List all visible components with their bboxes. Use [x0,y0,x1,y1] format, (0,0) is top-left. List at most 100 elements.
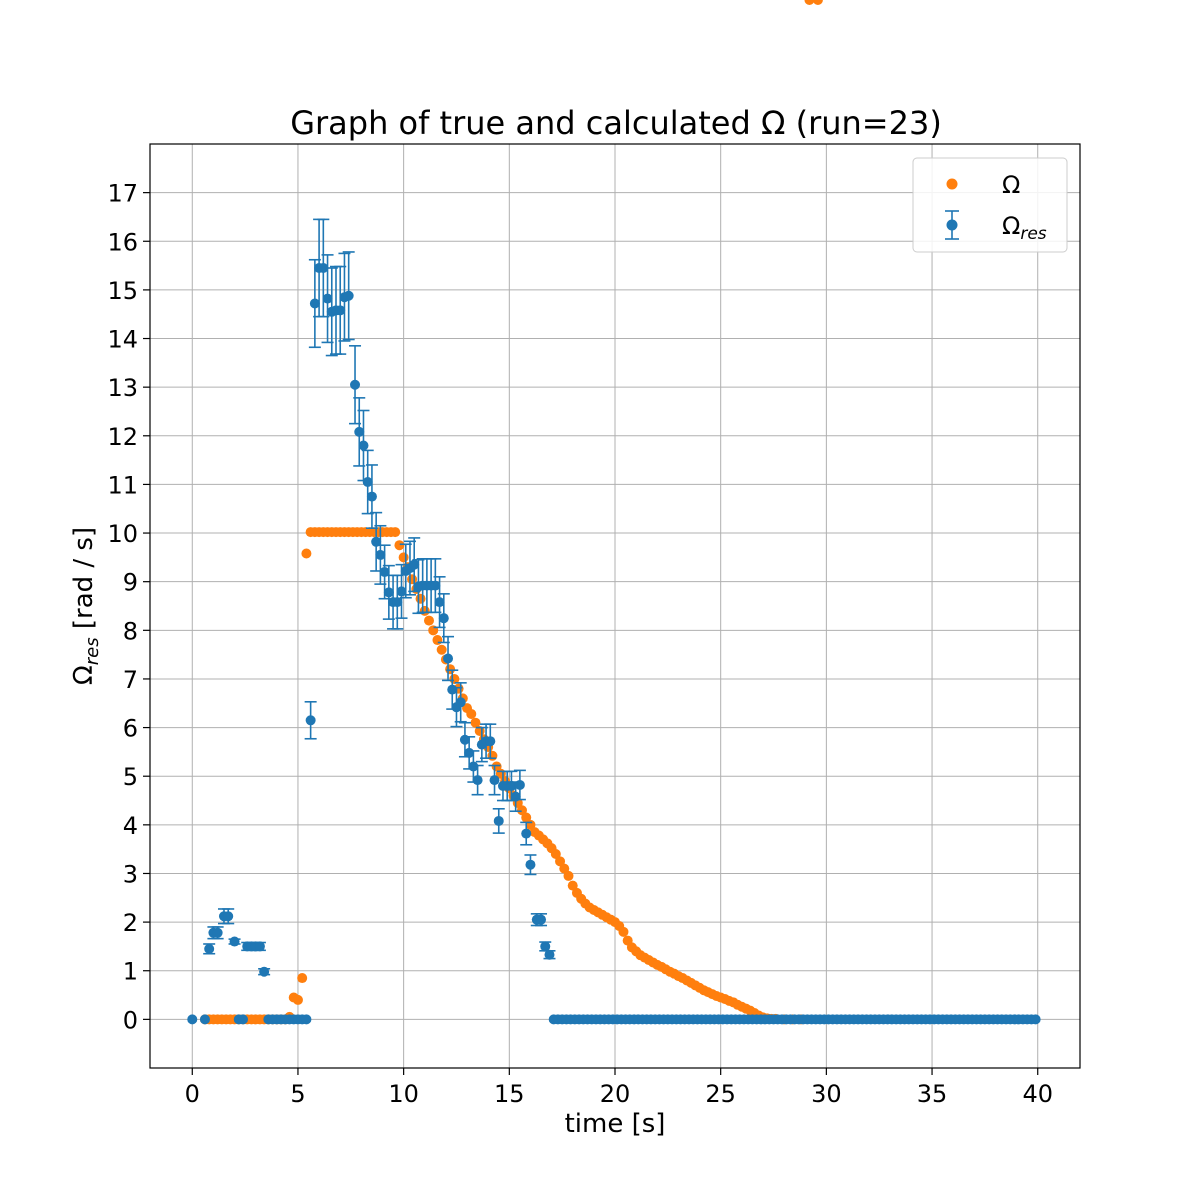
point-omega-res [455,697,466,708]
point-true-omega [436,644,447,655]
y-tick-label: 10 [107,520,138,548]
point-true-omega [424,615,434,626]
y-tick-label: 13 [107,374,138,402]
legend-label-res-base: Ω [1002,212,1020,240]
point-omega-res [212,927,223,938]
point-omega-res [430,580,441,591]
x-axis-label: time [s] [565,1109,666,1139]
point-omega-res [305,715,316,726]
x-tick-label: 30 [811,1080,842,1108]
point-omega-res [485,736,496,747]
point-omega-res [1030,1014,1041,1025]
legend-label-true: Ω [1002,171,1020,199]
point-true-omega [390,527,401,538]
point-true-omega [487,750,498,761]
point-omega-res [472,775,483,786]
point-omega-res [204,943,215,954]
point-omega-res [443,653,454,664]
point-true-omega [301,548,312,559]
point-true-omega [297,973,308,984]
legend-label-res: Ωres [1002,212,1047,244]
point-omega-res [322,293,333,304]
point-true-omega [466,708,477,719]
point-omega-res [229,936,240,947]
point-true-omega [394,540,405,551]
x-tick-label: 25 [705,1080,736,1108]
point-true-omega [550,849,561,860]
point-true-omega [432,635,443,646]
point-omega-res [396,586,407,597]
point-true-omega [419,605,430,616]
point-omega-res [521,828,532,839]
point-true-omega [555,856,566,867]
point-omega-res [301,1014,312,1025]
y-axis-label: Ωres [rad / s] [69,527,103,685]
point-omega-res [350,379,361,390]
point-true-omega [445,664,456,675]
point-omega-res [371,536,382,547]
y-tick-label: 14 [107,326,138,354]
y-tick-label: 4 [123,812,138,840]
legend-label-res-sub: res [1020,224,1046,244]
point-omega-res [379,566,390,577]
point-true-omega [812,0,823,5]
y-tick-label: 6 [123,715,138,743]
point-true-omega [517,805,527,816]
point-true-omega [292,994,303,1005]
point-omega-res [540,941,551,952]
legend-label-true-base: Ω [1002,171,1020,199]
point-true-omega [559,863,570,874]
x-tick-label: 0 [185,1080,200,1108]
point-true-omega [415,593,426,604]
y-tick-label: 17 [107,180,138,208]
point-omega-res [309,298,320,309]
point-true-omega [804,0,815,5]
y-tick-label: 5 [123,763,138,791]
point-omega-res [238,1014,248,1025]
point-omega-res [544,949,555,960]
x-tick-label: 40 [1022,1080,1053,1108]
legend-marker-true [946,178,958,190]
point-omega-res [318,263,329,274]
y-tick-label: 0 [123,1006,138,1034]
point-omega-res [343,290,354,301]
point-omega-res [254,941,265,952]
y-tick-label: 9 [123,569,138,597]
point-omega-res [489,775,500,786]
point-omega-res [335,305,346,316]
point-omega-res [383,587,394,598]
y-axis-label-base: Ω [69,665,99,685]
point-true-omega [567,880,578,891]
y-tick-label: 15 [107,277,138,305]
y-tick-label: 2 [123,909,138,937]
legend-marker-res [946,219,958,231]
point-omega-res [366,491,377,502]
y-tick-label: 11 [107,471,138,499]
point-true-omega [563,870,574,881]
point-omega-res [525,859,536,870]
point-omega-res [506,780,517,791]
y-tick-label: 8 [123,617,138,645]
x-tick-label: 10 [388,1080,419,1108]
point-omega-res [375,549,386,560]
y-tick-label: 16 [107,228,138,256]
y-tick-label: 3 [123,860,138,888]
x-tick-label: 20 [600,1080,631,1108]
point-omega-res [409,559,420,570]
axis-ticks: 0 5 10 15 20 25 30 35 40012345678910111213141516… [107,180,1053,1108]
point-omega-res [514,779,525,790]
point-omega-res [362,476,373,487]
point-omega-res [187,1014,198,1025]
point-true-omega [618,926,629,937]
y-tick-label: 7 [123,666,138,694]
y-axis-label-unit: [rad / s] [69,527,99,638]
point-omega-res [259,966,270,977]
chart-title: Graph of true and calculated Ω (run=23) [290,104,942,142]
x-tick-label: 15 [494,1080,525,1108]
point-omega-res [493,815,504,826]
point-omega-res [199,1014,210,1025]
y-axis-label-sub: res [82,637,103,665]
point-omega-res [392,597,403,608]
y-tick-label: 1 [123,958,138,986]
